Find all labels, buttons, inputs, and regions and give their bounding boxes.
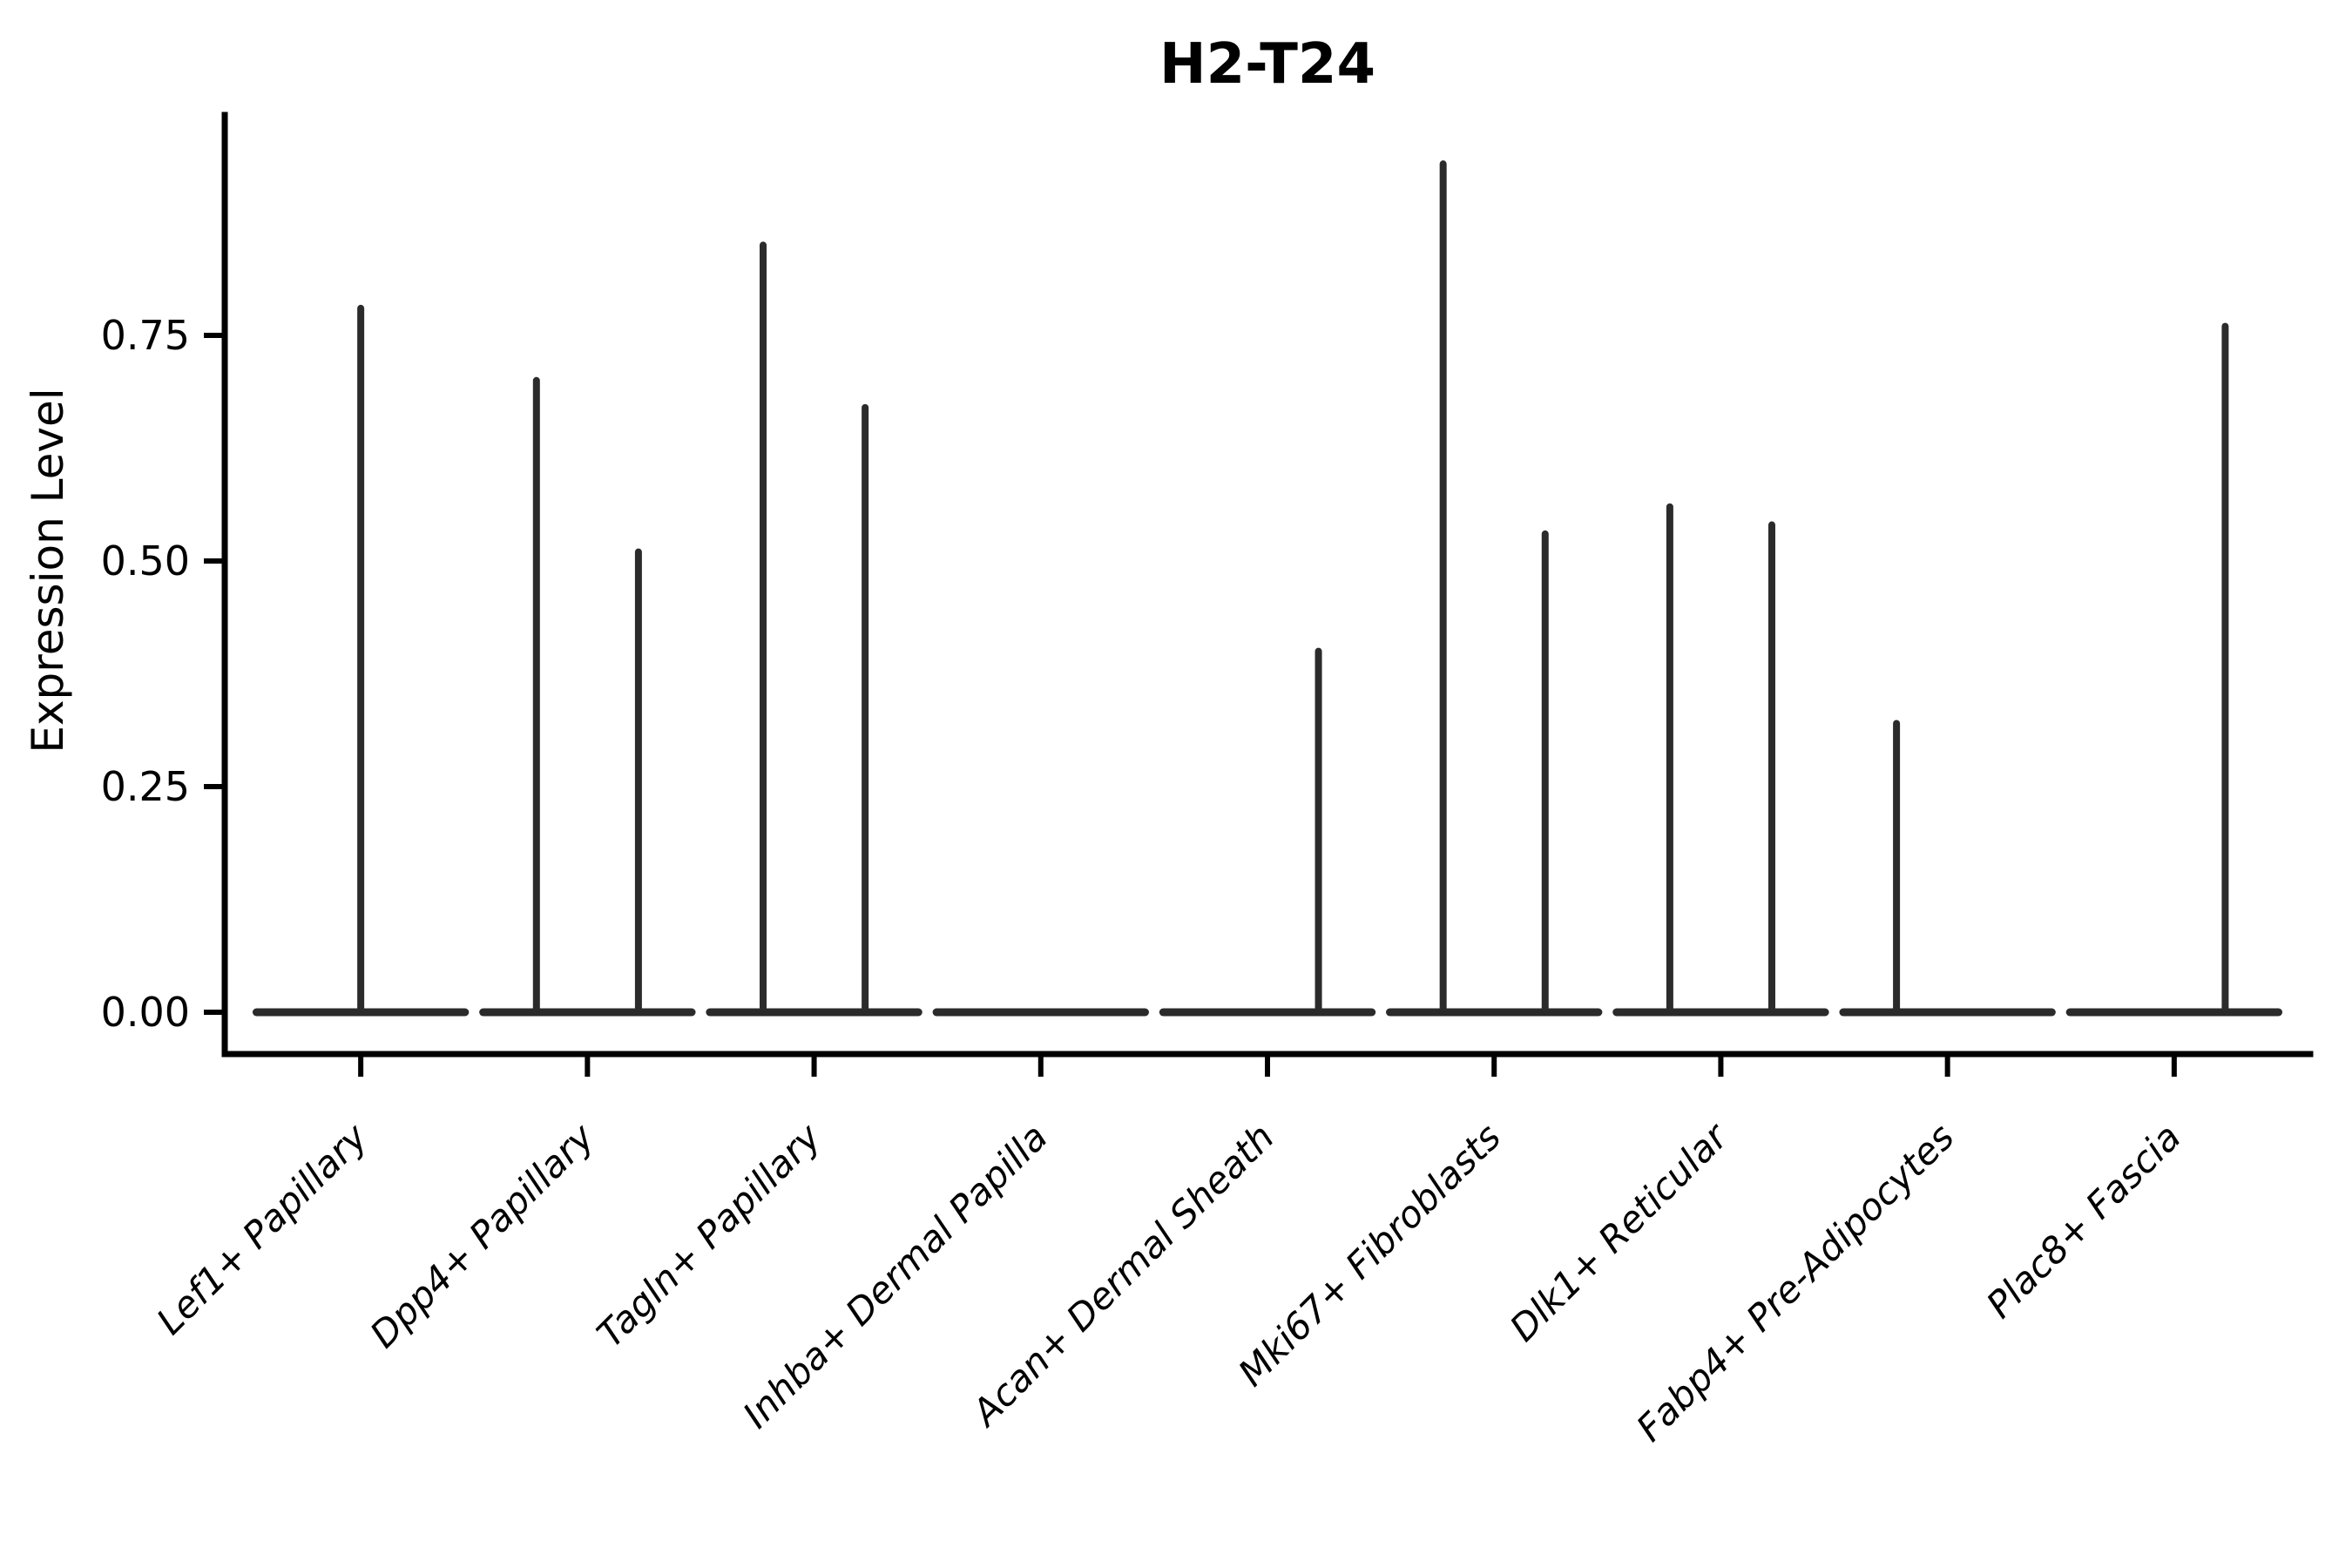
chart-title: H2-T24 xyxy=(1159,32,1375,97)
x-tick-label: Mki67+ Fibroblasts xyxy=(1230,1115,1509,1394)
x-tick-label: Plac8+ Fascia xyxy=(1978,1115,2189,1326)
x-tick-label: Dpp4+ Papillary xyxy=(362,1115,603,1356)
y-axis-ticks: 0.00 0.25 0.50 0.75 xyxy=(101,312,225,1036)
x-tick-label: Dlk1+ Reticular xyxy=(1502,1113,1738,1349)
x-tick-label: Tagln+ Papillary xyxy=(589,1115,830,1356)
violins-layer xyxy=(252,160,2283,1017)
y-tick-label: 0.50 xyxy=(101,537,190,585)
x-tick-label: Lef1+ Papillary xyxy=(148,1115,376,1343)
y-tick-label: 0.00 xyxy=(101,989,190,1036)
y-tick-label: 0.25 xyxy=(101,763,190,810)
y-axis-label: Expression Level xyxy=(23,388,73,753)
y-tick-label: 0.75 xyxy=(101,312,190,359)
